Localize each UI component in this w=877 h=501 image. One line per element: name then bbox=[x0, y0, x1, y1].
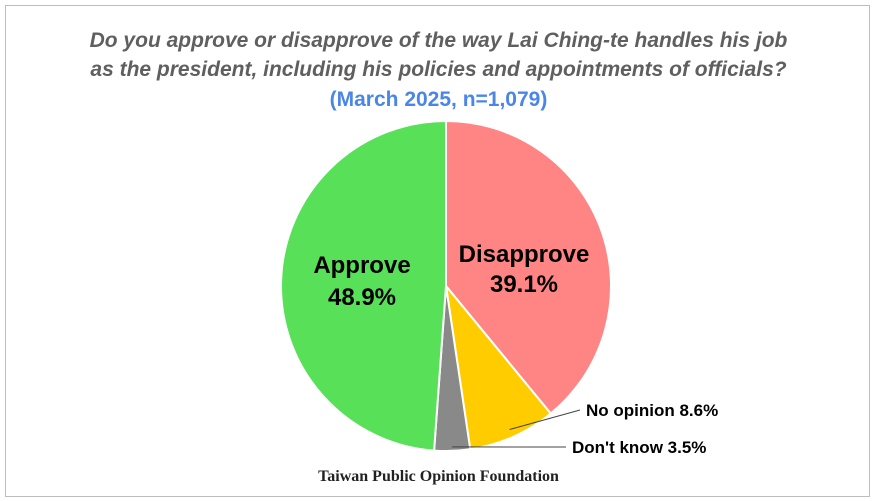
slice-value-disapprove: 39.1% bbox=[490, 271, 558, 298]
chart-title-line-2: as the president, including his policies… bbox=[90, 58, 787, 81]
slice-label-dont-know: Don't know 3.5% bbox=[572, 438, 706, 457]
chart-subtitle: (March 2025, n=1,079) bbox=[329, 88, 548, 111]
pie-slice-disapprove bbox=[445, 119, 612, 415]
slice-value-approve: 48.9% bbox=[328, 284, 396, 311]
slice-label-no-opinion: No opinion 8.6% bbox=[586, 401, 718, 420]
chart-title-line-1: Do you approve or disapprove of the way … bbox=[89, 29, 788, 52]
pie-slice-no-opinion bbox=[444, 282, 553, 451]
leader-lines bbox=[452, 409, 581, 448]
pie-slices bbox=[280, 119, 612, 452]
slice-label-approve: Approve bbox=[313, 252, 410, 279]
leader-line-no-opinion bbox=[509, 409, 581, 430]
source-note: Taiwan Public Opinion Foundation bbox=[318, 468, 559, 485]
pie-slice-approve bbox=[280, 119, 447, 452]
slice-label-disapprove: Disapprove bbox=[459, 241, 590, 268]
